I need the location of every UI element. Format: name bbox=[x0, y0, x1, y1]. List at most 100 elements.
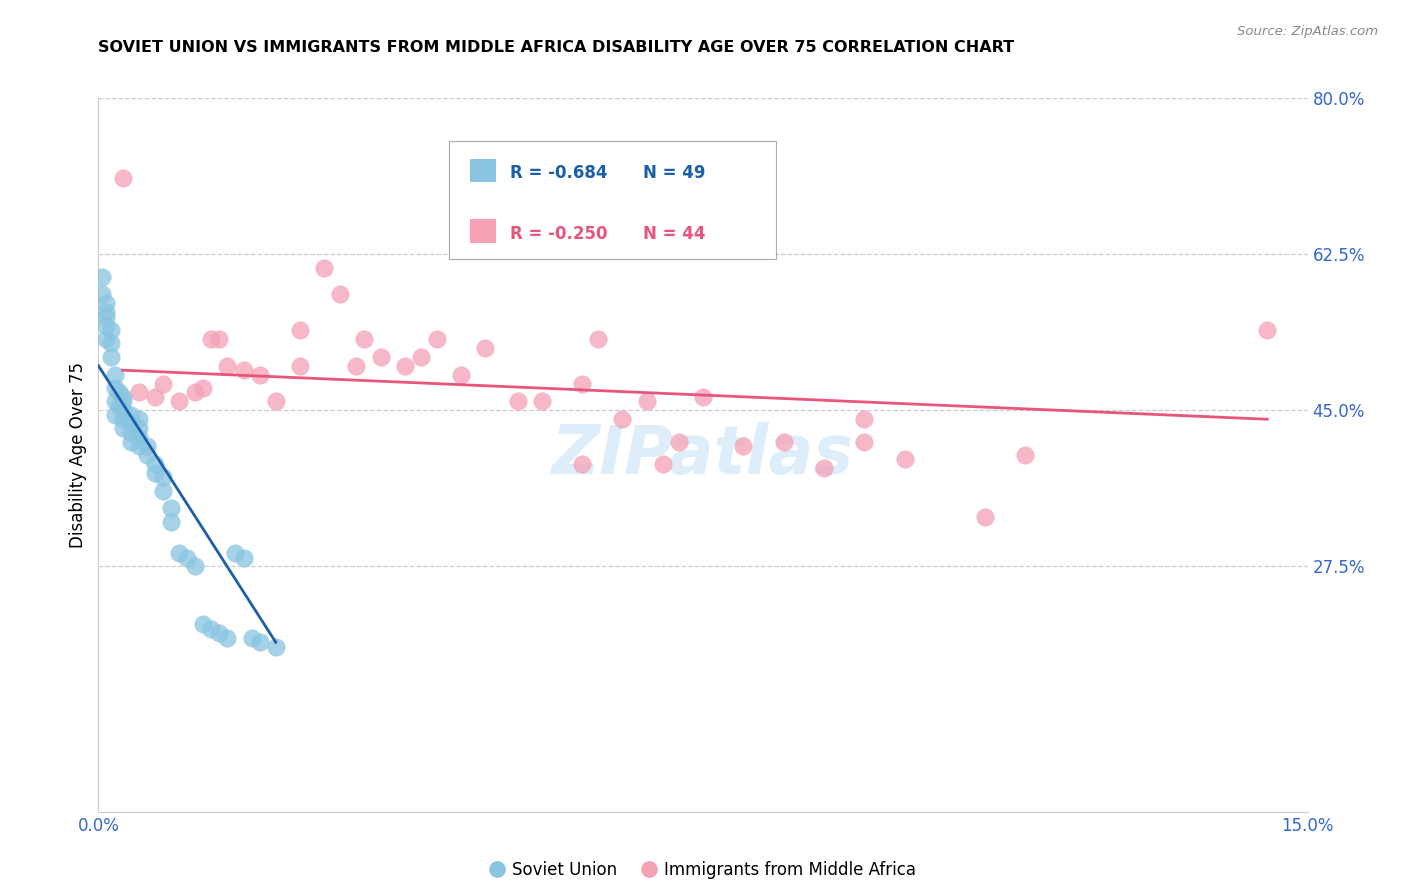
Point bbox=[120, 417, 142, 431]
Point bbox=[152, 376, 174, 391]
Point bbox=[193, 617, 215, 632]
Point bbox=[1014, 448, 1036, 462]
Point bbox=[974, 510, 997, 524]
Point bbox=[232, 363, 254, 377]
Point bbox=[128, 430, 150, 444]
Point bbox=[314, 260, 336, 275]
Point bbox=[135, 448, 157, 462]
Text: N = 44: N = 44 bbox=[643, 225, 704, 243]
Point bbox=[394, 359, 416, 373]
Bar bbox=[470, 159, 496, 182]
Point bbox=[1256, 323, 1278, 337]
Legend: Soviet Union, Immigrants from Middle Africa: Soviet Union, Immigrants from Middle Afr… bbox=[484, 855, 922, 886]
Point bbox=[200, 332, 222, 346]
Point bbox=[100, 350, 122, 364]
Point bbox=[208, 626, 231, 640]
Point bbox=[853, 412, 876, 426]
Point bbox=[232, 550, 254, 565]
Point bbox=[143, 390, 166, 404]
Point bbox=[128, 421, 150, 435]
Point bbox=[100, 336, 122, 351]
Point bbox=[111, 403, 134, 417]
Point bbox=[288, 323, 311, 337]
Point bbox=[111, 412, 134, 426]
Point bbox=[128, 439, 150, 453]
Text: SOVIET UNION VS IMMIGRANTS FROM MIDDLE AFRICA DISABILITY AGE OVER 75 CORRELATION: SOVIET UNION VS IMMIGRANTS FROM MIDDLE A… bbox=[98, 40, 1015, 55]
Point bbox=[120, 434, 142, 449]
Point bbox=[249, 368, 271, 382]
Point bbox=[91, 269, 114, 284]
Point bbox=[91, 287, 114, 301]
Point bbox=[107, 399, 129, 413]
Point bbox=[103, 368, 125, 382]
Point bbox=[651, 457, 673, 471]
Point bbox=[100, 323, 122, 337]
Point bbox=[96, 318, 118, 333]
Point bbox=[668, 434, 690, 449]
Text: R = -0.250: R = -0.250 bbox=[509, 225, 607, 243]
Point bbox=[530, 394, 553, 409]
Point bbox=[96, 310, 118, 324]
Point bbox=[193, 381, 215, 395]
Point bbox=[184, 559, 207, 574]
Point bbox=[217, 359, 239, 373]
Point bbox=[893, 452, 915, 467]
Point bbox=[224, 546, 246, 560]
Point bbox=[636, 394, 658, 409]
Point bbox=[772, 434, 794, 449]
Point bbox=[111, 394, 134, 409]
Point bbox=[96, 296, 118, 310]
Point bbox=[586, 332, 609, 346]
Point bbox=[329, 287, 352, 301]
Bar bbox=[470, 219, 496, 243]
Point bbox=[409, 350, 432, 364]
Point bbox=[143, 457, 166, 471]
Point bbox=[160, 515, 183, 529]
Point bbox=[571, 376, 593, 391]
Point bbox=[103, 381, 125, 395]
Point bbox=[184, 385, 207, 400]
Point bbox=[692, 390, 714, 404]
Point bbox=[103, 394, 125, 409]
Point bbox=[853, 434, 876, 449]
Point bbox=[450, 368, 472, 382]
Point bbox=[264, 640, 287, 654]
Point bbox=[176, 550, 198, 565]
Point bbox=[111, 390, 134, 404]
Point bbox=[200, 622, 222, 636]
Point bbox=[217, 631, 239, 645]
Point bbox=[143, 466, 166, 480]
Point bbox=[474, 341, 496, 355]
Y-axis label: Disability Age Over 75: Disability Age Over 75 bbox=[69, 362, 87, 548]
Point bbox=[208, 332, 231, 346]
Point bbox=[96, 332, 118, 346]
Point bbox=[344, 359, 367, 373]
FancyBboxPatch shape bbox=[449, 141, 776, 259]
Point bbox=[506, 394, 529, 409]
Point bbox=[249, 635, 271, 649]
Point bbox=[120, 408, 142, 422]
Point bbox=[167, 546, 190, 560]
Point bbox=[264, 394, 287, 409]
Point bbox=[152, 470, 174, 484]
Point bbox=[128, 412, 150, 426]
Point bbox=[288, 359, 311, 373]
Point bbox=[111, 171, 134, 186]
Point bbox=[135, 439, 157, 453]
Text: Source: ZipAtlas.com: Source: ZipAtlas.com bbox=[1237, 25, 1378, 38]
Point bbox=[152, 483, 174, 498]
Point bbox=[107, 385, 129, 400]
Point bbox=[167, 394, 190, 409]
Point bbox=[571, 457, 593, 471]
Point bbox=[370, 350, 392, 364]
Text: N = 49: N = 49 bbox=[643, 164, 704, 182]
Point bbox=[120, 425, 142, 440]
Point bbox=[353, 332, 375, 346]
Point bbox=[103, 408, 125, 422]
Point bbox=[128, 385, 150, 400]
Point bbox=[111, 421, 134, 435]
Point bbox=[96, 305, 118, 319]
Text: ZIPatlas: ZIPatlas bbox=[553, 422, 853, 488]
Point bbox=[813, 461, 835, 475]
Point bbox=[733, 439, 755, 453]
